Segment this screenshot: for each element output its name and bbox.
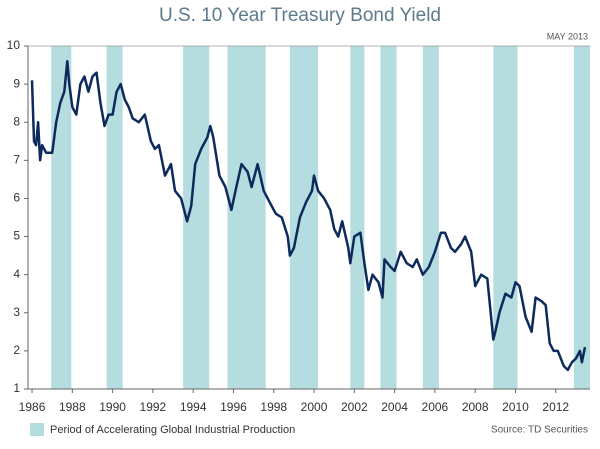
shaded-period — [289, 46, 319, 389]
shaded-period — [106, 46, 123, 389]
source: Source: TD Securities — [491, 425, 588, 436]
y-tick-label: 7 — [13, 153, 20, 167]
y-tick-label: 4 — [13, 267, 20, 281]
shaded-period — [227, 46, 266, 389]
shaded-period — [422, 46, 439, 389]
yield-line — [30, 59, 587, 372]
y-tick-label: 10 — [7, 38, 21, 52]
y-tick-label: 8 — [13, 114, 20, 128]
x-tick-label: 2006 — [422, 400, 449, 414]
x-tick-label: 2000 — [301, 400, 328, 414]
y-tick-label: 9 — [13, 76, 20, 90]
shaded-period — [380, 46, 397, 389]
x-tick-label: 1994 — [180, 400, 207, 414]
legend-label: Period of Accelerating Global Industrial… — [50, 424, 295, 436]
x-tick-label: 1986 — [19, 400, 46, 414]
chart-title: U.S. 10 Year Treasury Bond Yield — [159, 5, 441, 26]
y-tick-label: 2 — [13, 343, 20, 357]
y-tick-label: 3 — [13, 305, 20, 319]
x-tick-label: 1990 — [99, 400, 126, 414]
x-tick-label: 2004 — [381, 400, 408, 414]
x-tick-label: 1992 — [140, 400, 167, 414]
y-tick-label: 6 — [13, 191, 20, 205]
shaded-period — [493, 46, 518, 389]
note: MAY 2013 — [547, 31, 588, 41]
x-tick-label: 2002 — [341, 400, 368, 414]
y-tick-label: 1 — [13, 381, 20, 395]
y-tick-label: 5 — [13, 229, 20, 243]
x-tick-label: 2008 — [462, 400, 489, 414]
x-tick-label: 2012 — [542, 400, 569, 414]
x-tick-label: 1998 — [260, 400, 287, 414]
x-tick-label: 1996 — [220, 400, 247, 414]
shaded-period — [573, 46, 590, 389]
shaded-period — [350, 46, 365, 389]
x-tick-label: 2010 — [502, 400, 529, 414]
legend-swatch — [30, 423, 44, 436]
x-tick-label: 1988 — [59, 400, 86, 414]
